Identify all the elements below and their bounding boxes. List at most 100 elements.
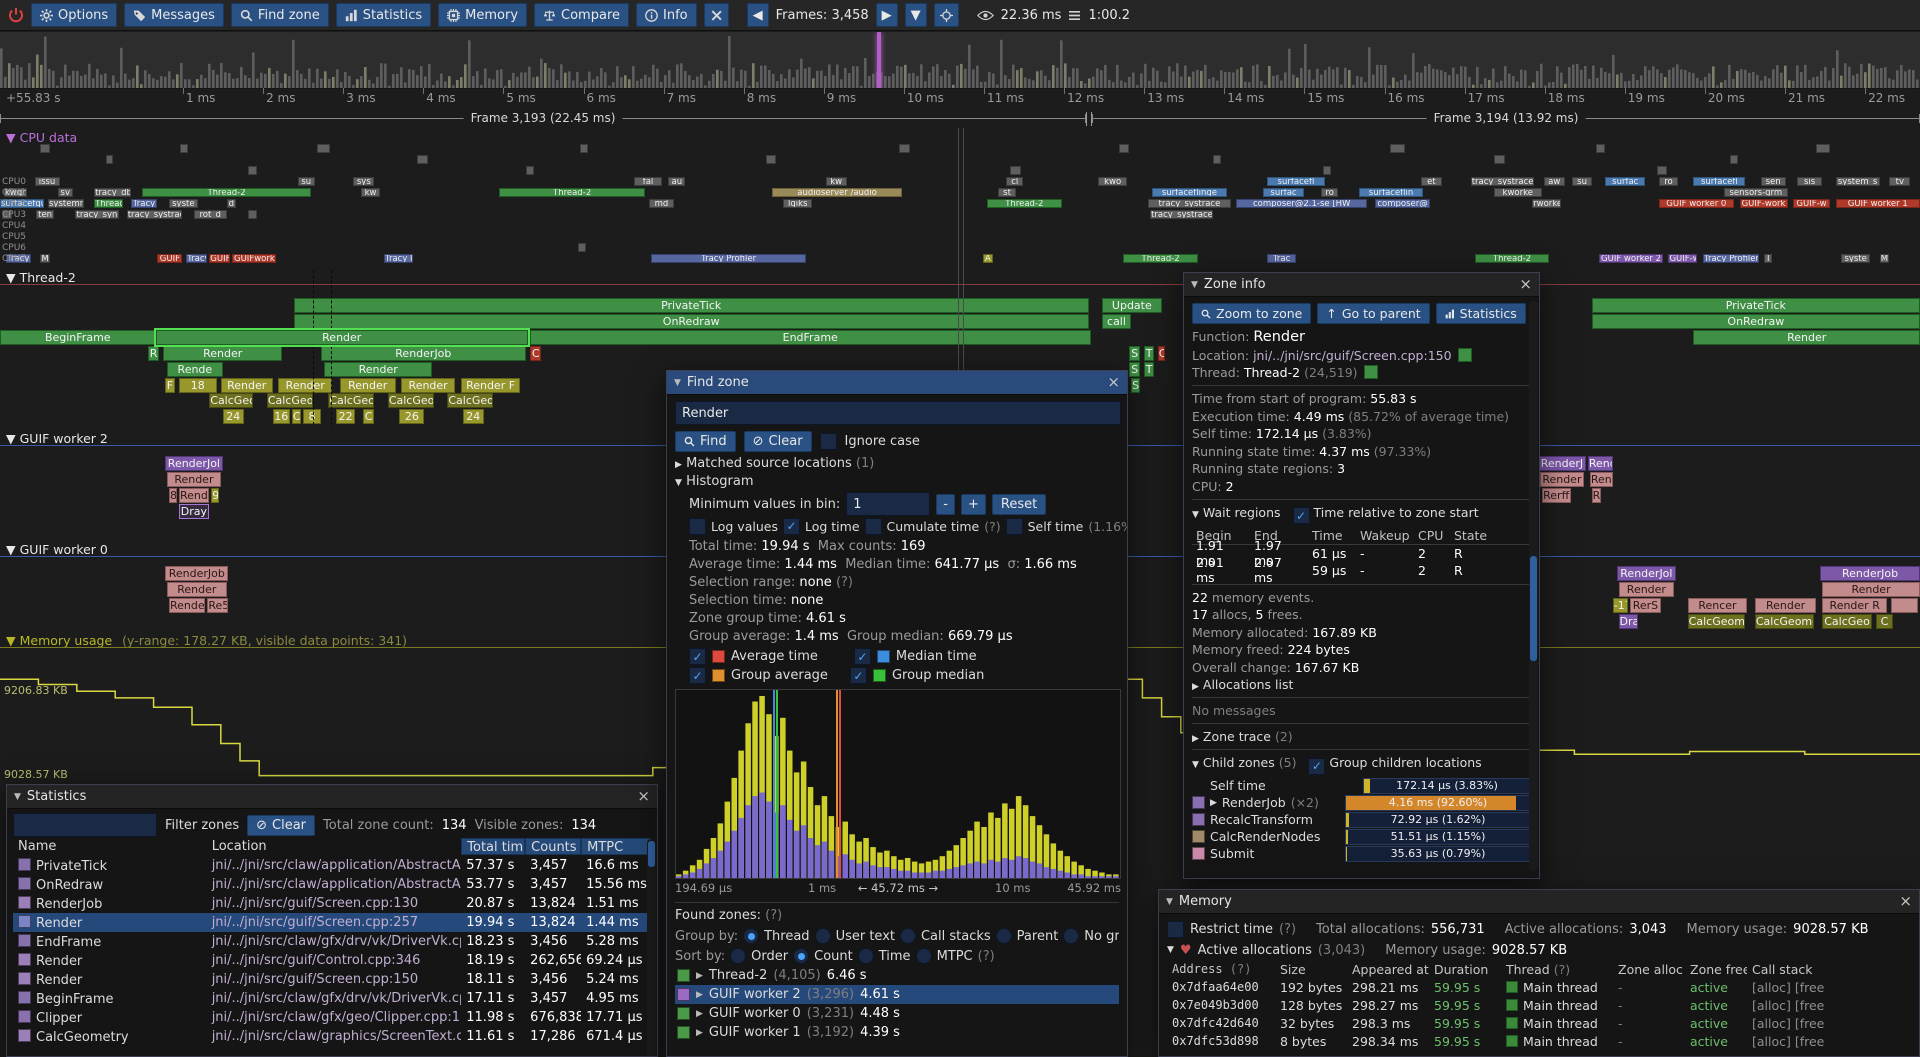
timeline-zone[interactable]: 24	[463, 409, 484, 424]
memory-col-header[interactable]: Duration	[1429, 962, 1501, 977]
thread-color-chip[interactable]	[1364, 365, 1378, 379]
timeline-zone[interactable]: 8	[169, 488, 177, 503]
allocation-row[interactable]: 0x7e049b3d00128 bytes298.27 ms59.95 sMai…	[1167, 996, 1911, 1014]
timeline-zone[interactable]: RenderJ	[1538, 456, 1586, 471]
zone-info-titlebar[interactable]: ▼ Zone info ×	[1184, 273, 1539, 297]
cpu-zone[interactable]: su	[1572, 177, 1591, 186]
cpu-zone[interactable]: su	[298, 177, 315, 186]
alloc-address[interactable]: 0x7dfaa64e00	[1167, 980, 1275, 994]
cpu-zone[interactable]: ro	[1321, 188, 1338, 197]
timeline-zone[interactable]: S	[1129, 362, 1141, 377]
timeline-zone[interactable]: RenderJol	[165, 456, 223, 471]
zone-trace-row[interactable]: ▶ Zone trace (2)	[1192, 729, 1531, 744]
thread2-header[interactable]: ▼Thread-2	[6, 270, 76, 285]
current-frame-marker[interactable]	[877, 32, 881, 88]
sort-by-radio[interactable]	[793, 948, 809, 964]
cpu-zone[interactable]: sv	[58, 188, 73, 197]
timeline-zone[interactable]: S	[1129, 346, 1141, 361]
timeline-zone[interactable]: CalcGeo	[267, 393, 313, 408]
expand-caret-icon[interactable]: ▶	[1210, 798, 1217, 808]
stats-scrollbar[interactable]	[647, 839, 656, 1056]
show-group-average-checkbox[interactable]	[689, 667, 706, 684]
timeline-zone[interactable]: Render	[1540, 472, 1584, 487]
timeline-zone[interactable]: BeginFrame	[0, 330, 156, 345]
timeline-zone[interactable]: Render	[324, 362, 432, 377]
cpu-zone[interactable]	[1494, 155, 1506, 164]
timeline-zone[interactable]: Rende	[167, 362, 223, 377]
timeline-zone[interactable]: Rencer	[1688, 598, 1748, 613]
found-zone-group[interactable]: ▶Thread-2(4,105)6.46 s	[675, 966, 1119, 985]
stats-row[interactable]: CalcGeometryjni/../jni/src/claw/graphics…	[13, 1027, 651, 1046]
timeline-zone[interactable]: C	[1876, 614, 1893, 629]
col-total-time[interactable]: Total tim	[461, 838, 525, 855]
expand-caret-icon[interactable]: ▶	[1192, 734, 1199, 744]
find-zone-histogram[interactable]	[675, 689, 1121, 879]
cpu-zone[interactable]: composer@2.1-se [HW	[1236, 199, 1367, 208]
zone-thread[interactable]: Thread-2	[1244, 365, 1300, 380]
cpu-zone[interactable]: sen	[1761, 177, 1786, 186]
bin-decrement-button[interactable]: -	[936, 494, 955, 515]
timeline-zone[interactable]: 18	[179, 378, 217, 393]
timeline-zone[interactable]: CalcGeo	[1822, 614, 1872, 629]
sort-by-radio[interactable]	[858, 948, 874, 964]
stats-row[interactable]: Clipperjni/../jni/src/claw/gfx/geo/Clipp…	[13, 1008, 651, 1027]
group-by-radio[interactable]	[1063, 928, 1079, 944]
wait-regions-row[interactable]: ▼ Wait regions Time relative to zone sta…	[1192, 505, 1531, 525]
timeline-zone[interactable]: 26	[399, 409, 424, 424]
collapse-caret-icon[interactable]: ▼	[6, 431, 16, 446]
cpu-zone[interactable]	[1119, 144, 1129, 153]
timeline-zone[interactable]: CalcGeoi	[328, 393, 374, 408]
alloc-call-stack[interactable]: [alloc] [free	[1747, 1034, 1897, 1049]
compare-button[interactable]: Compare	[534, 3, 629, 27]
timeline-zone[interactable]: C	[363, 409, 375, 424]
cpu-zone[interactable]: tv	[1889, 177, 1910, 186]
child-zone-row[interactable]: RecalcTransform72.92 µs (1.62%)	[1192, 811, 1531, 828]
show-group-median-checkbox[interactable]	[850, 667, 867, 684]
cumulate-time-checkbox[interactable]	[865, 518, 882, 535]
cpu-zone[interactable]: GUIF worker 0	[1659, 199, 1734, 208]
frame-overview-strip[interactable]	[0, 32, 1920, 89]
collapse-caret-icon[interactable]: ▼	[14, 792, 21, 802]
timeline-zone[interactable]: 16	[273, 409, 290, 424]
zone-statistics-button[interactable]: Statistics	[1436, 303, 1526, 324]
reset-button[interactable]: Reset	[992, 494, 1046, 515]
wait-col-header[interactable]: Time	[1308, 528, 1356, 543]
show-median-checkbox[interactable]	[854, 648, 871, 665]
collapse-caret-icon[interactable]: ▼	[1167, 945, 1174, 955]
cpu-zone[interactable]: M	[40, 254, 50, 263]
collapse-caret-icon[interactable]: ▼	[6, 542, 16, 557]
col-counts[interactable]: Counts	[525, 838, 581, 855]
cpu-zone[interactable]	[248, 166, 258, 175]
histogram-row[interactable]: ▼ Histogram	[675, 474, 1119, 489]
cpu-zone[interactable]: surfacefl	[1693, 177, 1745, 186]
stats-zone-name[interactable]: PrivateTick	[13, 858, 207, 874]
group-by-radio[interactable]	[996, 928, 1012, 944]
cpu-zone[interactable]: tracy_systrace	[127, 210, 183, 219]
cpu-zone[interactable]: Thread-2	[499, 188, 645, 197]
log-time-checkbox[interactable]	[783, 518, 800, 535]
cpu-zone[interactable]: au	[668, 177, 685, 186]
stats-zone-name[interactable]: OnRedraw	[13, 877, 207, 893]
alloc-address[interactable]: 0x7dfc53d898	[1167, 1034, 1275, 1048]
cpu-zone[interactable]	[317, 144, 330, 153]
statistics-button[interactable]: Statistics	[336, 3, 431, 27]
memory-col-header[interactable]: Call stack	[1747, 962, 1897, 977]
source-color-chip[interactable]	[1458, 348, 1472, 362]
expand-caret-icon[interactable]: ▶	[696, 990, 703, 1000]
cpu-zone[interactable]	[526, 166, 534, 175]
crosshair-button[interactable]	[934, 3, 959, 27]
close-icon[interactable]: ×	[1899, 894, 1912, 909]
child-zones-row[interactable]: ▼ Child zones (5) Group children locatio…	[1192, 755, 1531, 775]
prev-frame-button[interactable]: ◀	[747, 3, 769, 27]
timeline-zone[interactable]: PrivateTick	[1592, 298, 1920, 313]
timeline-zone[interactable]: PrivateTick	[294, 298, 1089, 313]
timeline-zone[interactable]: CalcGeomet	[1755, 614, 1815, 629]
timeline-zone[interactable]: Render	[340, 378, 396, 393]
cpu-zone[interactable]	[578, 243, 586, 252]
memory-col-header[interactable]: Zone free	[1685, 962, 1747, 977]
cpu-zone[interactable]	[1596, 144, 1606, 153]
find-zone-button[interactable]: Find zone	[231, 3, 329, 27]
timeline-zone[interactable]: R	[1592, 488, 1602, 503]
messages-button[interactable]: Messages	[124, 3, 224, 27]
found-zone-group[interactable]: ▶GUIF worker 0(3,231)4.48 s	[675, 1004, 1119, 1023]
